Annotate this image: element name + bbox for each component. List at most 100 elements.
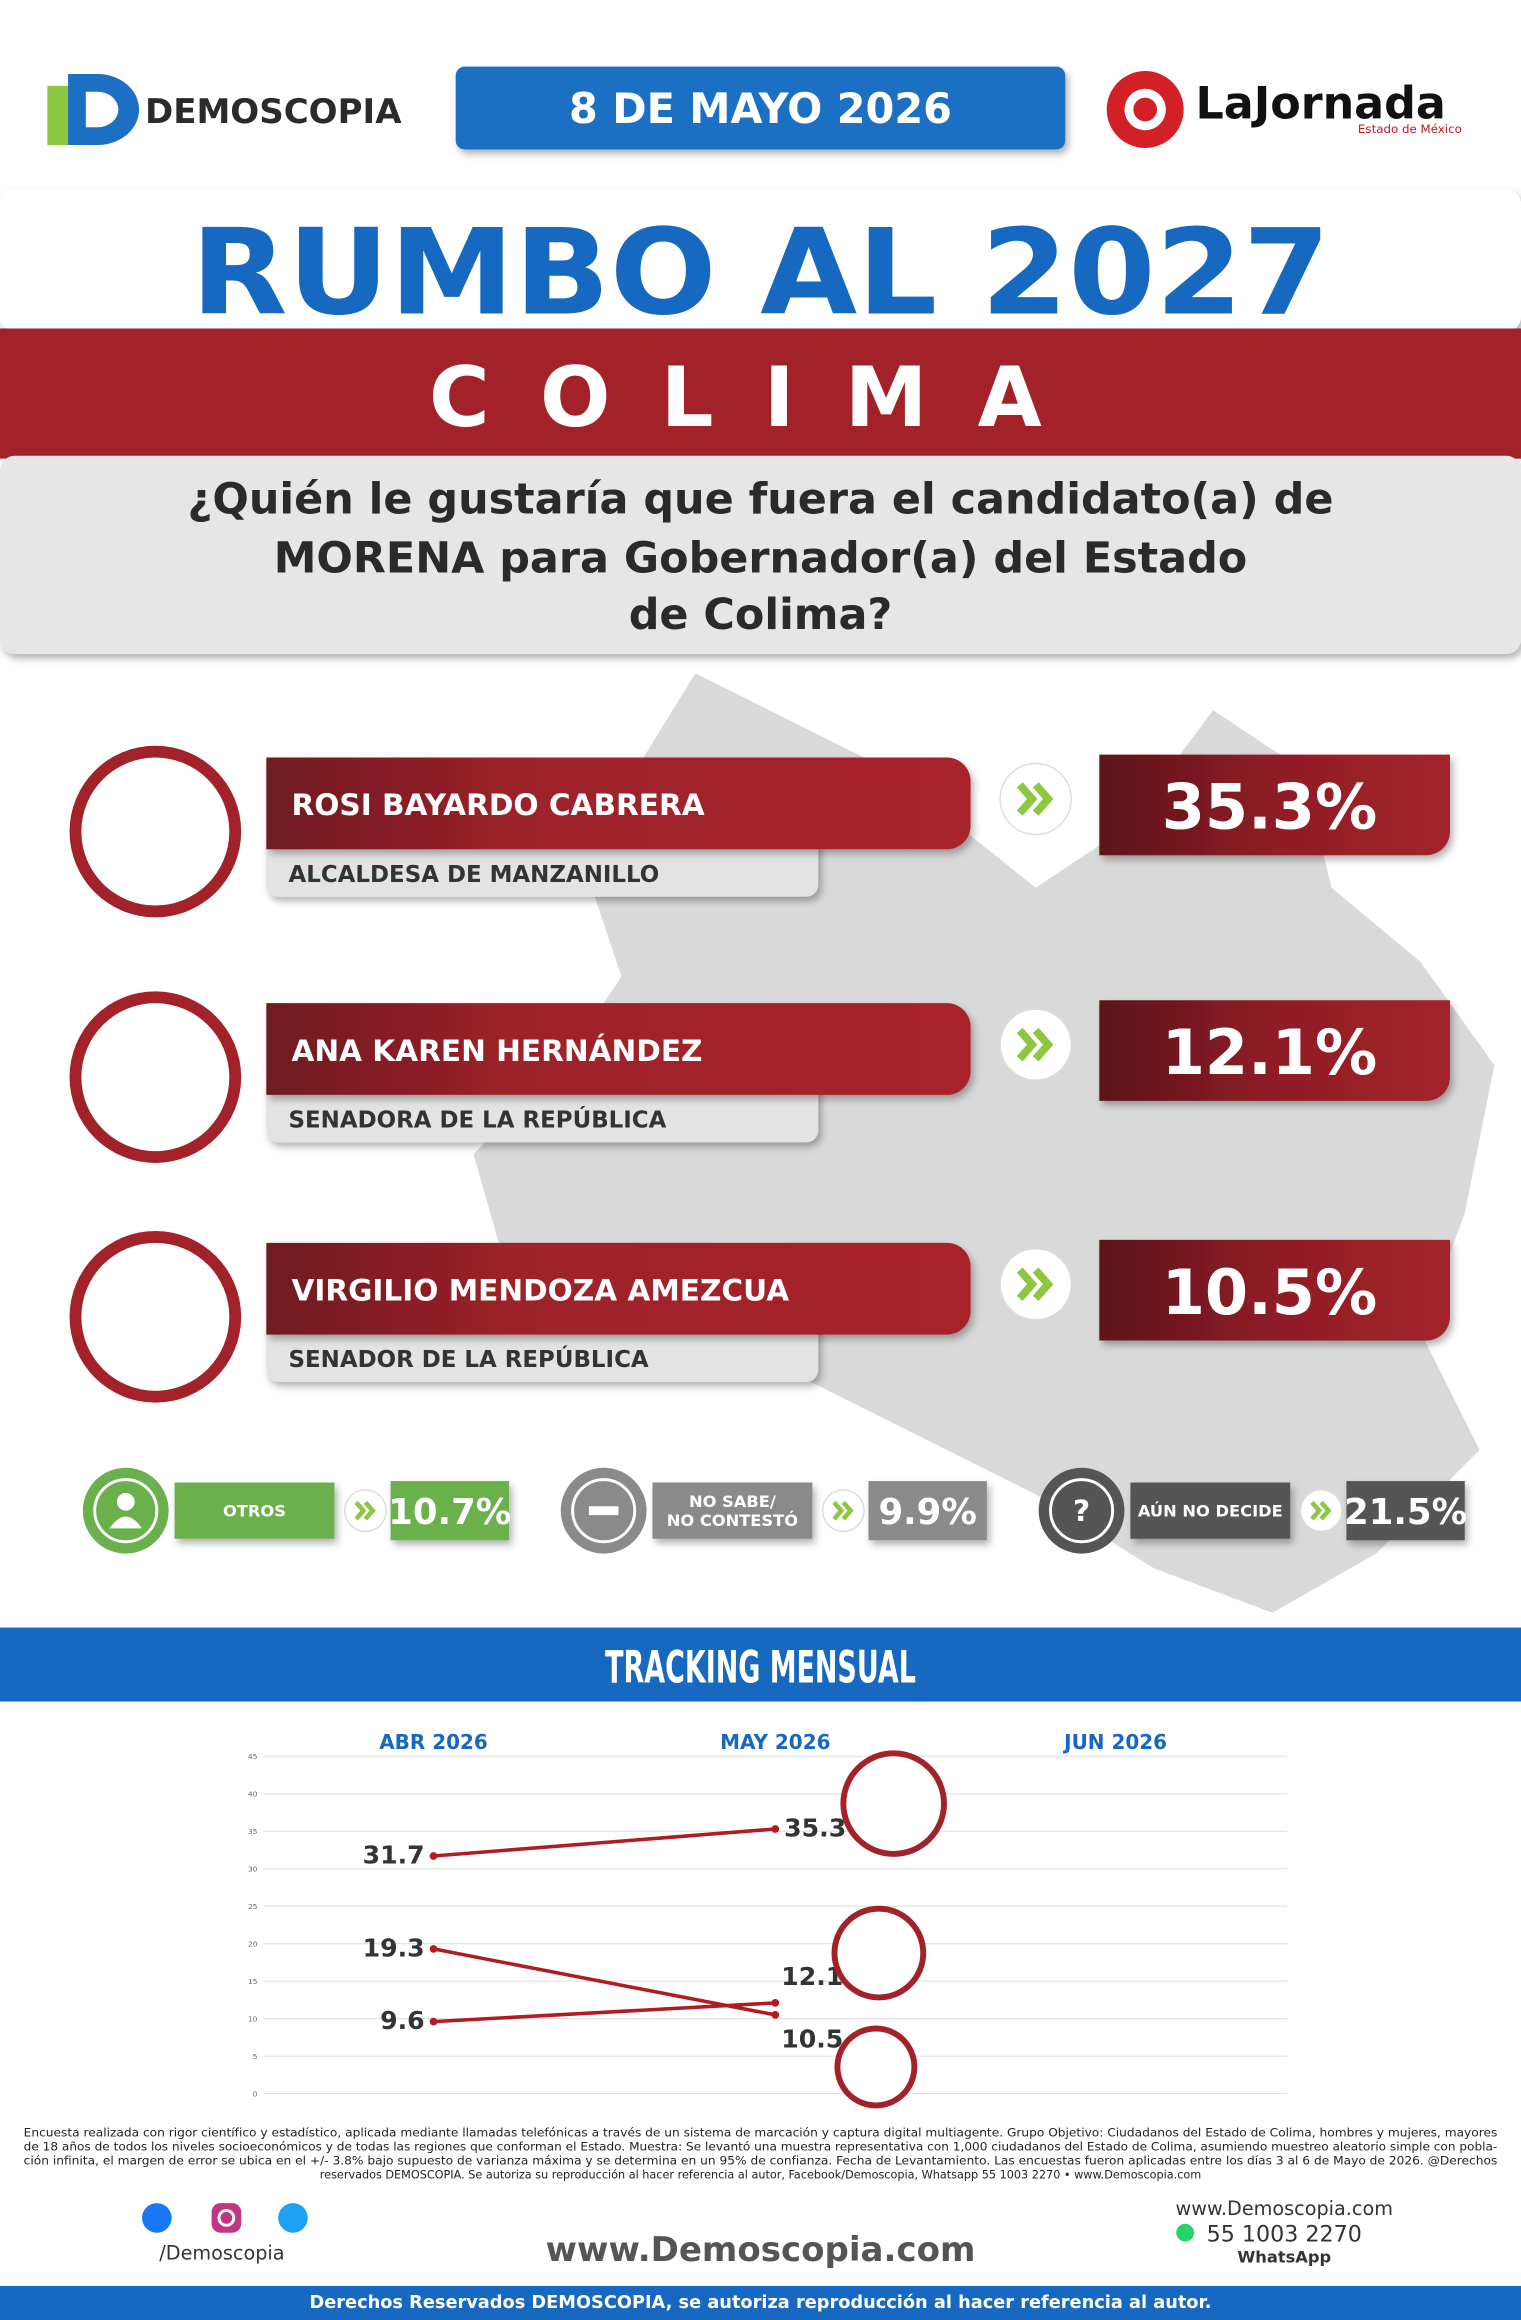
point [771, 2011, 780, 2019]
point [429, 1945, 438, 1953]
y-tick-label: 10 [248, 2015, 258, 2024]
icon-body [109, 1516, 143, 1529]
percent-box [1099, 754, 1450, 856]
tracking-chart: 0 5 10 15 20 25 30 35 40 45 ABR 2026 MAY 2026 JUN 20… [248, 1730, 1288, 2109]
data-label: 35.3 [784, 1813, 846, 1842]
data-label: 31.7 [363, 1840, 425, 1869]
name-bar [266, 1242, 971, 1335]
disclaimer: Encuesta realizada con rigor científico … [24, 2127, 1498, 2182]
y-tick-label: 5 [253, 2052, 258, 2061]
candidate-role: SENADOR DE LA REPÚBLICA [289, 1345, 649, 1373]
question-line: ¿Quién le gustaría que fuera el candidat… [188, 474, 1334, 524]
percent-box [1346, 1481, 1465, 1541]
phone: 55 1003 2270 [1207, 2222, 1362, 2248]
photo-bg [837, 1911, 921, 1995]
arrow [1016, 1267, 1054, 1302]
name-bar [266, 757, 971, 850]
whatsapp-icon [1176, 2223, 1195, 2242]
whatsapp-label: WhatsApp [1237, 2247, 1331, 2266]
data-label: 19.3 [363, 1933, 425, 1962]
y-tick-label: 30 [248, 1865, 258, 1874]
label-bar [652, 1482, 813, 1539]
title: RUMBO AL 2027 [191, 204, 1330, 342]
disclaimer-line: Encuesta realizada con rigor científico … [24, 2127, 1498, 2140]
date-box [455, 66, 1066, 150]
percent-box [868, 1481, 987, 1541]
candidate-role: SENADORA DE LA REPÚBLICA [289, 1105, 667, 1133]
data-label: 10.5 [781, 2024, 843, 2053]
label-bar [174, 1482, 335, 1539]
name-bar [266, 1003, 971, 1095]
brand-name: DEMOSCOPIA [145, 92, 402, 132]
title-banner [0, 189, 1521, 332]
percent-box [1099, 1000, 1450, 1101]
candidate-percent: 12.1% [1162, 1016, 1378, 1089]
percent-box [390, 1481, 509, 1541]
tracking-band [0, 1627, 1521, 1702]
candidate-role: ALCALDESA DE MANZANILLO [289, 862, 660, 888]
partner-logo: LaJornada Estado de México [1106, 71, 1462, 148]
arrow [1016, 1027, 1054, 1062]
candidate-percent: 35.3% [1162, 771, 1378, 844]
disclaimer-line: reservados DEMOSCOPIA. Se autoriza su re… [320, 2169, 1201, 2182]
arrow [1016, 782, 1054, 816]
percent-box [1099, 1239, 1450, 1341]
candidate-name: VIRGILIO MENDOZA AMEZCUA [291, 1274, 789, 1308]
photo-bg [81, 1003, 230, 1152]
partner-name: LaJornada [1195, 78, 1445, 129]
disclaimer-line: de 18 años de todos los niveles socioeco… [24, 2141, 1498, 2154]
photo-bg [81, 757, 230, 906]
social-icons [142, 2203, 308, 2233]
icon-inner [571, 1478, 637, 1544]
state-band [0, 328, 1521, 459]
label-bar [1130, 1482, 1291, 1539]
question-box [0, 455, 1521, 654]
partner-sub: Estado de México [1358, 122, 1462, 136]
y-tick-label: 20 [248, 1940, 258, 1949]
y-tick-label: 40 [248, 1790, 258, 1799]
point [771, 1825, 780, 1833]
arrow [1310, 1500, 1332, 1521]
tracking-title: TRACKING MENSUAL [605, 1642, 916, 1693]
rights: Derechos Reservados DEMOSCOPIA, se autor… [310, 2293, 1212, 2313]
arrow [832, 1500, 854, 1521]
icon-inner [1049, 1478, 1115, 1544]
others: OTROS 10.7% NO SABE/NO CONTESTÓ 9.9%? AÚN NO… [82, 1467, 1467, 1554]
series-line [433, 2001, 776, 2024]
candidates: ALCALDESA DE MANZANILLO ROSI BAYARDO CABR… [69, 745, 1450, 1403]
other-label: AÚN NO DECIDE [1138, 1502, 1283, 1521]
other-label: OTROS [223, 1502, 286, 1521]
social-handle: /Demoscopia [159, 2241, 284, 2264]
other-label: NO CONTESTÓ [667, 1511, 798, 1530]
candidate-percent: 10.5% [1162, 1256, 1378, 1329]
icon-minus [588, 1506, 619, 1516]
question-line: MORENA para Gobernador(a) del Estado [274, 534, 1248, 584]
candidate-name: ANA KAREN HERNÁNDEZ [291, 1033, 702, 1068]
y-tick-label: 0 [253, 2090, 258, 2099]
contact-site: www.Demoscopia.com [1176, 2197, 1393, 2220]
other-label: NO SABE/ [689, 1492, 776, 1511]
y-tick-label: 25 [248, 1902, 258, 1911]
rights-bar [0, 2285, 1521, 2320]
other-percent: 9.9% [878, 1492, 976, 1533]
photo-bg [846, 1756, 942, 1851]
icon-inner [93, 1478, 159, 1544]
data-label: 12.1 [781, 1962, 843, 1991]
map-shape [473, 673, 1495, 1613]
point [771, 1999, 780, 2007]
arrow [354, 1500, 376, 1521]
series-line [433, 1827, 776, 1858]
question-line: de Colima? [629, 590, 893, 640]
point [429, 1852, 438, 1860]
series-line [433, 1947, 776, 2017]
date: 8 DE MAYO 2026 [569, 85, 952, 133]
other-percent: 21.5% [1344, 1492, 1467, 1533]
data-label: 9.6 [380, 2006, 425, 2035]
y-tick-label: 15 [248, 1977, 258, 1986]
photo-bg [840, 2031, 912, 2103]
disclaimer-line: ción infinita, el margen de error se ubi… [24, 2155, 1498, 2168]
icon-q: ? [1073, 1494, 1090, 1528]
state: COLIMA [429, 349, 1092, 446]
brand-logo: DEMOSCOPIA [47, 73, 402, 146]
